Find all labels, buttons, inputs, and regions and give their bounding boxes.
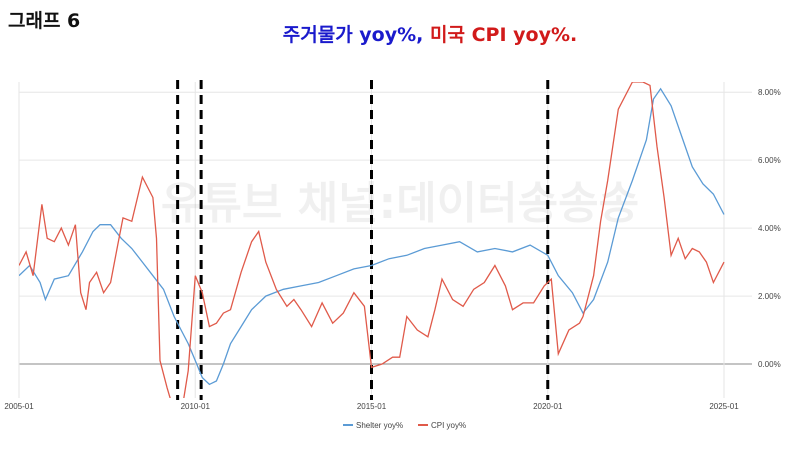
gridlines: [18, 82, 752, 398]
y-tick-label: 0.00%: [758, 360, 781, 369]
y-tick-label: 6.00%: [758, 156, 781, 165]
axis-ticks: 0.00% 2.00% 4.00% 6.00% 8.00% 2005-01 2010-01 2…: [4, 88, 780, 411]
x-tick-label: 2010-01: [181, 402, 211, 411]
chart-title: 주거물가 yoy%, 미국 CPI yoy%.: [0, 20, 800, 47]
watermark-text: 유튜브 채널:데이터송송송: [161, 178, 639, 229]
x-tick-label: 2015-01: [357, 402, 387, 411]
x-tick-label: 2005-01: [4, 402, 34, 411]
x-tick-label: 2025-01: [709, 402, 739, 411]
y-tick-label: 4.00%: [758, 224, 781, 233]
figure-label: 그래프 6: [8, 10, 81, 32]
chart-title-part1: 주거물가 yoy%,: [282, 24, 424, 46]
y-tick-label: 2.00%: [758, 292, 781, 301]
legend: Shelter yoy% CPI yoy%: [343, 421, 466, 430]
series-lines: [19, 82, 725, 398]
shelter-series-line: [19, 87, 725, 386]
x-tick-label: 2020-01: [533, 402, 563, 411]
vertical-markers: [176, 80, 550, 400]
y-tick-label: 8.00%: [758, 88, 781, 97]
chart-title-part2: 미국 CPI yoy%.: [430, 24, 578, 46]
legend-label: Shelter yoy%: [356, 421, 403, 430]
legend-label: CPI yoy%: [431, 421, 466, 430]
cpi-series-line: [19, 82, 725, 398]
